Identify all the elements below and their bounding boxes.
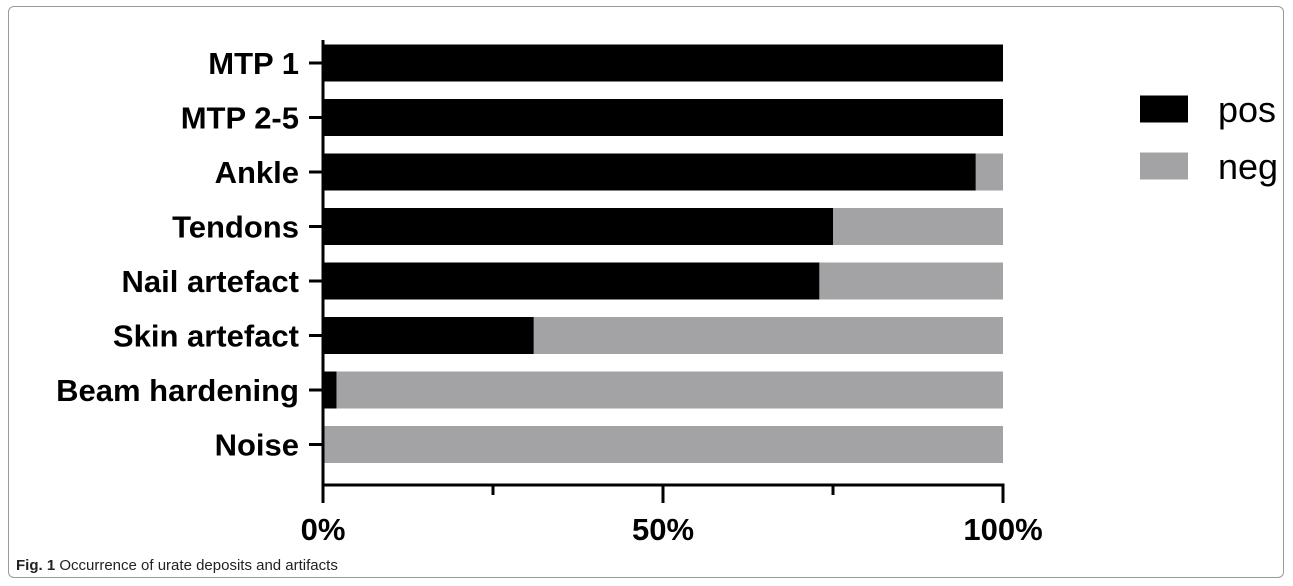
bar-pos-mtp-2-5: [323, 99, 1003, 136]
y-tick-label: MTP 2-5: [181, 101, 299, 136]
legend: pos neg: [1140, 89, 1278, 187]
axes-group: MTP 1 MTP 2-5 Ankle Tendons Nail artefact Ski…: [56, 40, 1043, 547]
y-tick-label: MTP 1: [208, 46, 299, 81]
bar-neg-beam-hardening: [336, 371, 1004, 409]
legend-label-neg: neg: [1218, 146, 1278, 187]
caption-label: Fig. 1: [16, 557, 56, 574]
y-tick-label: Ankle: [215, 155, 299, 190]
legend-label-pos: pos: [1218, 89, 1276, 130]
bar-pos-beam-hardening: [323, 371, 337, 409]
y-tick-label: Nail artefact: [122, 264, 299, 299]
bar-neg-nail-artefact: [819, 262, 1003, 300]
bars-group: [323, 44, 1004, 463]
figure-caption: Fig. 1 Occurrence of urate deposits and …: [16, 557, 338, 574]
bar-pos-skin-artefact: [323, 317, 534, 354]
y-tick-label: Skin artefact: [113, 319, 299, 354]
legend-swatch-neg: [1140, 152, 1188, 180]
y-tick-label: Noise: [215, 428, 299, 463]
bar-neg-noise: [323, 426, 1003, 463]
y-tick-label: Tendons: [172, 210, 299, 245]
x-tick-label: 100%: [963, 512, 1042, 547]
x-tick-label: 0%: [301, 512, 346, 547]
bar-pos-ankle: [323, 153, 976, 191]
bar-neg-skin-artefact: [533, 317, 1003, 354]
x-tick-label: 50%: [632, 512, 694, 547]
bar-pos-mtp-1: [323, 44, 1003, 82]
bar-pos-tendons: [323, 208, 833, 245]
caption-text: Occurrence of urate deposits and artifac…: [59, 557, 338, 574]
bar-neg-ankle: [975, 153, 1003, 191]
bar-pos-nail-artefact: [323, 262, 820, 300]
legend-swatch-pos: [1140, 95, 1188, 123]
bar-neg-tendons: [833, 208, 1003, 245]
y-tick-label: Beam hardening: [56, 373, 299, 408]
